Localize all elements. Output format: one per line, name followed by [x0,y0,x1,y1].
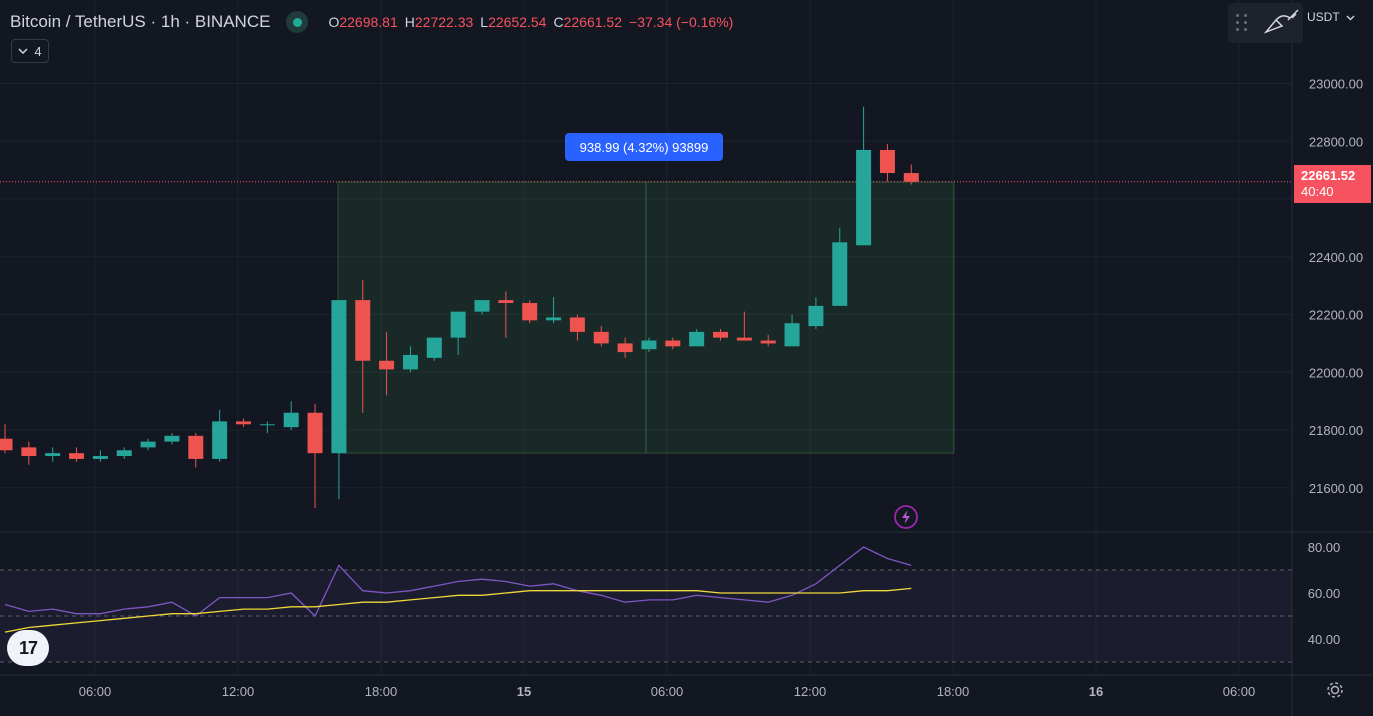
candle-body [474,300,490,312]
brush-icon[interactable] [1262,8,1302,38]
ohlc-values: O22698.81 H22722.33 L22652.54 C22661.52 … [328,14,733,30]
candle-body [569,317,585,332]
rsi-scale-label: 80.00 [1308,540,1341,555]
candle-body [402,354,418,370]
candle-body [164,435,180,442]
candle-body [784,323,800,347]
gear-icon[interactable] [1325,680,1345,700]
candle-body [641,340,657,350]
candle-body [498,300,514,303]
candle-body [617,343,633,353]
price-scale-label: 22200.00 [1309,308,1363,323]
grip-icon[interactable] [1236,14,1248,32]
candle-body [379,360,395,370]
low-label: L [480,14,489,30]
close-value: 22661.52 [563,14,623,30]
open-value: 22698.81 [339,14,398,30]
open-label: O [328,14,340,30]
candle-body [808,305,824,327]
high-label: H [404,14,415,30]
candle-body [736,337,752,341]
candle-body [713,331,728,338]
candle-body [832,242,848,306]
candle-body [21,447,37,457]
measure-box [337,181,955,454]
time-axis-label: 18:00 [365,684,398,699]
candle-body [283,412,299,428]
last-price-value: 22661.52 [1301,168,1356,183]
currency-label: USDT [1307,10,1340,24]
time-axis-label: 06:00 [79,684,112,699]
candle-body [236,421,251,425]
candle-body [331,300,347,454]
candle-body [69,453,85,459]
bar-countdown: 40:40 [1301,184,1334,199]
candle-body [140,441,156,448]
time-axis-label: 06:00 [651,684,684,699]
rsi-scale-label: 60.00 [1308,586,1341,601]
chevron-down-icon [18,48,28,54]
symbol-legend: Bitcoin / TetherUS · 1h · BINANCE O22698… [10,11,733,33]
time-axis-label: 16 [1089,684,1103,699]
candle-body [212,421,228,459]
tradingview-logo[interactable]: 17 [7,630,49,666]
low-value: 22652.54 [488,14,547,30]
price-scale-label: 21600.00 [1309,481,1363,496]
candle-body [188,435,204,459]
time-axis-label: 12:00 [794,684,827,699]
candle-body [450,311,466,338]
close-label: C [553,14,564,30]
time-axis-label: 18:00 [937,684,970,699]
candle-body [879,149,895,174]
candle-body [856,149,872,246]
rsi-band [0,570,1292,662]
price-scale-label: 21800.00 [1309,423,1363,438]
candle-body [522,302,538,321]
lightning-icon[interactable] [893,504,919,530]
high-value: 22722.33 [414,14,474,30]
symbol-title[interactable]: Bitcoin / TetherUS · 1h · BINANCE [10,12,271,31]
currency-selector[interactable]: USDT [1307,10,1355,24]
measure-tooltip: 938.99 (4.32%) 93899 [565,133,723,161]
floating-drawing-toolbar [1228,3,1303,43]
time-axis-label: 15 [517,684,531,699]
candle-body [45,453,61,457]
candle-body [903,173,919,182]
rsi-ma-line [4,587,912,633]
candle-body [593,331,609,344]
rsi-line [4,546,912,618]
chevron-down-icon [1346,15,1355,21]
indicators-count: 4 [34,43,42,59]
rsi-scale-label: 40.00 [1308,632,1341,647]
candle-body [546,317,562,321]
price-scale-label: 22000.00 [1309,365,1363,380]
candle-body [307,412,323,454]
candle-body [92,456,108,459]
market-status-icon[interactable] [286,11,309,33]
candle-body [760,340,776,344]
indicators-collapse-button[interactable]: 4 [11,39,49,63]
candle-body [689,331,705,347]
candle-body [426,337,442,358]
last-price-badge: 22661.52 40:40 [1294,165,1371,203]
time-axis-label: 12:00 [222,684,255,699]
candle-body [355,300,371,361]
time-axis-label: 06:00 [1223,684,1256,699]
candle-body [259,424,275,426]
price-scale-label: 22400.00 [1309,250,1363,265]
price-scale-label: 22800.00 [1309,134,1363,149]
price-change: −37.34 (−0.16%) [629,14,734,30]
price-scale-label: 23000.00 [1309,77,1363,92]
candle-body [0,438,13,451]
candle-body [116,450,132,457]
candle-body [665,340,681,347]
